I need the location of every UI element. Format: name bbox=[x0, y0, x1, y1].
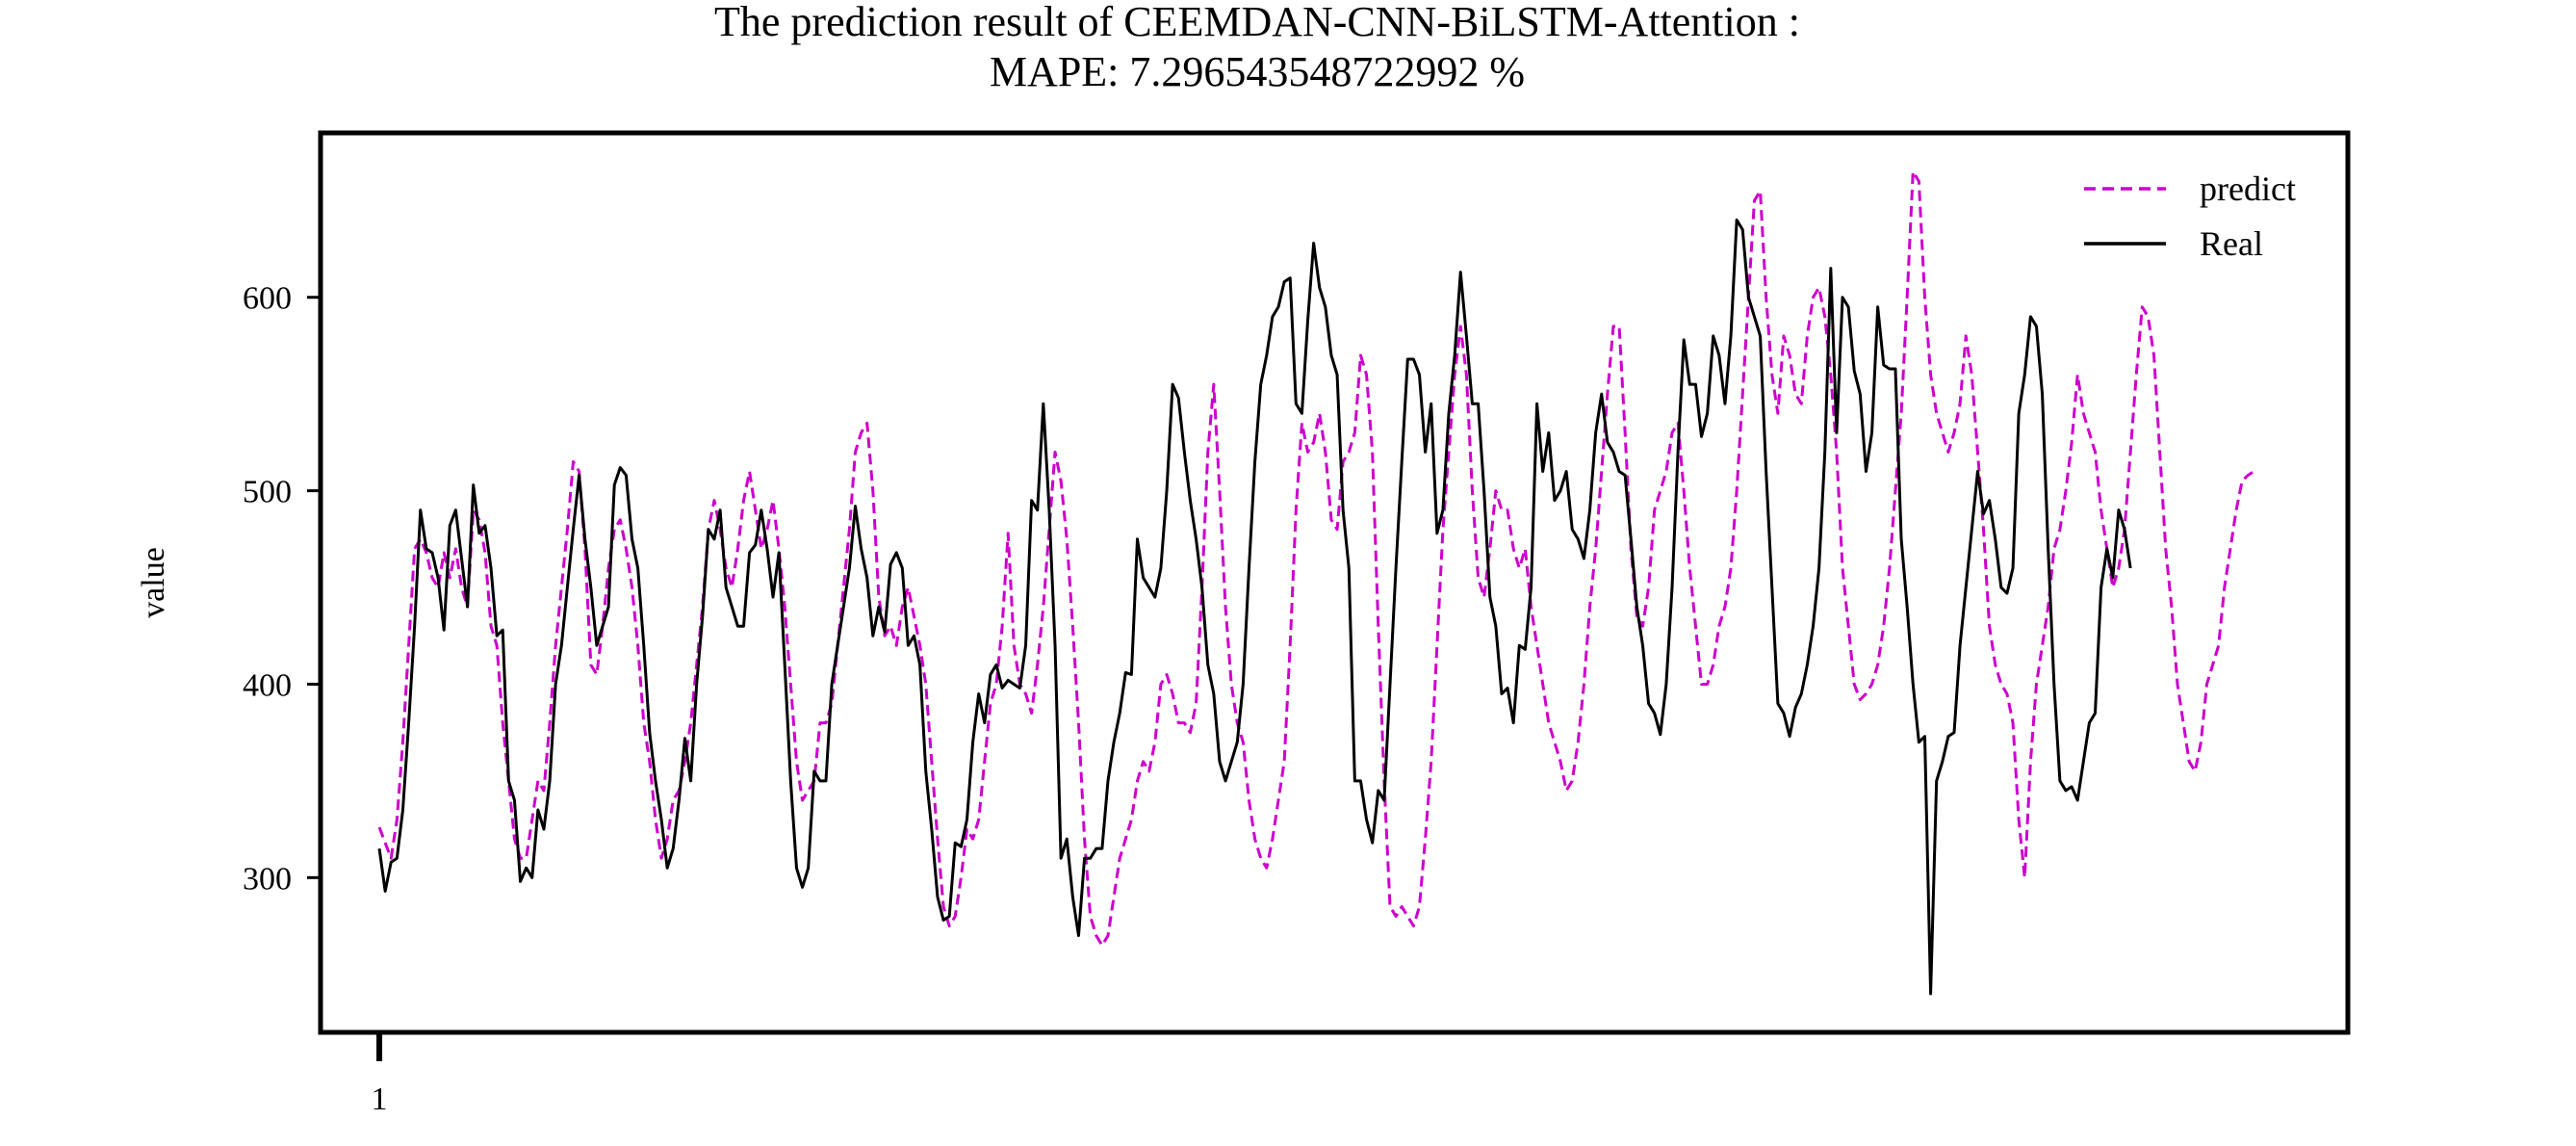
chart-title: The prediction result of CEEMDAN-CNN-BiL… bbox=[714, 0, 1800, 45]
y-tick-label: 500 bbox=[243, 475, 292, 510]
plot-lines bbox=[377, 169, 2255, 996]
y-axis-ticks: 300 400 500 600 bbox=[243, 281, 321, 897]
x-tick-label: 1 bbox=[372, 1081, 388, 1117]
y-tick-label: 300 bbox=[243, 861, 292, 897]
y-tick-label: 600 bbox=[243, 281, 292, 317]
y-axis-label: value bbox=[136, 547, 171, 618]
x-axis-ticks: 1 bbox=[372, 1032, 388, 1117]
y-tick-label: 400 bbox=[243, 667, 292, 703]
legend-label-predict: predict bbox=[2200, 169, 2296, 208]
legend-label-real: Real bbox=[2200, 224, 2263, 263]
series-line-real bbox=[377, 218, 2132, 996]
legend: predict Real bbox=[2084, 169, 2296, 263]
plot-frame bbox=[318, 130, 2351, 1035]
chart-subtitle: MAPE: 7.296543548722992 % bbox=[990, 48, 1525, 95]
series-line-predict bbox=[377, 169, 2255, 948]
